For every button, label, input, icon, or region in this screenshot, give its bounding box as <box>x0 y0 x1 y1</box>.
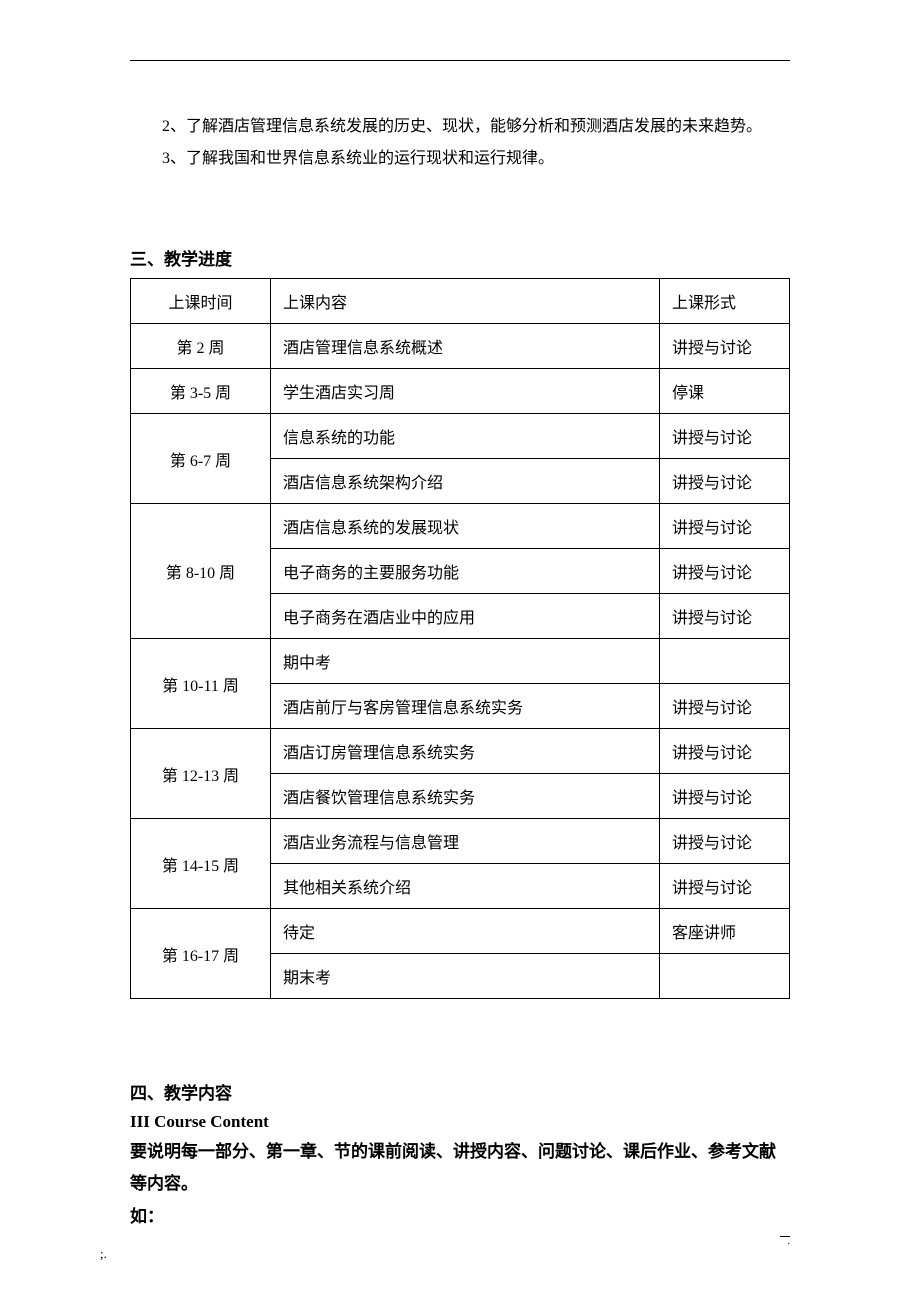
paragraph-3: 3、了解我国和世界信息系统业的运行现状和运行规律。 <box>130 143 790 175</box>
table-row: 第 3-5 周学生酒店实习周停课 <box>131 369 790 414</box>
cell-content: 上课内容 <box>271 279 660 324</box>
cell-time: 上课时间 <box>131 279 271 324</box>
cell-content: 酒店餐饮管理信息系统实务 <box>271 774 660 819</box>
cell-format: 讲授与讨论 <box>660 774 790 819</box>
cell-format <box>660 639 790 684</box>
section-4-heading: 四、教学内容 <box>130 1079 790 1104</box>
cell-time: 第 12-13 周 <box>131 729 271 819</box>
cell-content: 期末考 <box>271 954 660 999</box>
section-4-desc2: 如： <box>130 1201 790 1233</box>
cell-content: 酒店订房管理信息系统实务 <box>271 729 660 774</box>
cell-content: 酒店信息系统的发展现状 <box>271 504 660 549</box>
table-row: 第 6-7 周信息系统的功能讲授与讨论 <box>131 414 790 459</box>
paragraph-2: 2、了解酒店管理信息系统发展的历史、现状，能够分析和预测酒店发展的未来趋势。 <box>130 111 790 143</box>
cell-format: 讲授与讨论 <box>660 549 790 594</box>
cell-time: 第 10-11 周 <box>131 639 271 729</box>
cell-format: 上课形式 <box>660 279 790 324</box>
cell-format: 讲授与讨论 <box>660 594 790 639</box>
cell-content: 酒店管理信息系统概述 <box>271 324 660 369</box>
cell-content: 电子商务在酒店业中的应用 <box>271 594 660 639</box>
cell-content: 其他相关系统介绍 <box>271 864 660 909</box>
cell-format: 讲授与讨论 <box>660 729 790 774</box>
document-page: 2、了解酒店管理信息系统发展的历史、现状，能够分析和预测酒店发展的未来趋势。 3… <box>0 0 920 1302</box>
cell-format: 讲授与讨论 <box>660 684 790 729</box>
cell-content: 待定 <box>271 909 660 954</box>
table-row: 第 12-13 周酒店订房管理信息系统实务讲授与讨论 <box>131 729 790 774</box>
cell-format: 客座讲师 <box>660 909 790 954</box>
cell-time: 第 2 周 <box>131 324 271 369</box>
cell-time: 第 6-7 周 <box>131 414 271 504</box>
table-row: 上课时间上课内容上课形式 <box>131 279 790 324</box>
cell-format: 讲授与讨论 <box>660 414 790 459</box>
cell-content: 期中考 <box>271 639 660 684</box>
cell-content: 信息系统的功能 <box>271 414 660 459</box>
table-row: 第 8-10 周酒店信息系统的发展现状讲授与讨论 <box>131 504 790 549</box>
cell-format: 停课 <box>660 369 790 414</box>
cell-content: 电子商务的主要服务功能 <box>271 549 660 594</box>
cell-format: 讲授与讨论 <box>660 324 790 369</box>
cell-format <box>660 954 790 999</box>
schedule-table: 上课时间上课内容上课形式第 2 周酒店管理信息系统概述讲授与讨论第 3-5 周学… <box>130 278 790 999</box>
cell-time: 第 14-15 周 <box>131 819 271 909</box>
table-row: 第 16-17 周待定客座讲师 <box>131 909 790 954</box>
footer-mark: ;. <box>100 1246 107 1262</box>
cell-content: 酒店前厅与客房管理信息系统实务 <box>271 684 660 729</box>
footer-dot: . <box>788 1236 791 1247</box>
section-3-heading: 三、教学进度 <box>130 245 790 270</box>
cell-format: 讲授与讨论 <box>660 459 790 504</box>
cell-content: 酒店信息系统架构介绍 <box>271 459 660 504</box>
cell-format: 讲授与讨论 <box>660 819 790 864</box>
cell-format: 讲授与讨论 <box>660 504 790 549</box>
section-4-desc1: 要说明每一部分、第一章、节的课前阅读、讲授内容、问题讨论、课后作业、参考文献等内… <box>130 1136 790 1201</box>
table-row: 第 14-15 周酒店业务流程与信息管理讲授与讨论 <box>131 819 790 864</box>
table-row: 第 10-11 周期中考 <box>131 639 790 684</box>
header-line <box>130 60 790 61</box>
cell-content: 学生酒店实习周 <box>271 369 660 414</box>
cell-time: 第 8-10 周 <box>131 504 271 639</box>
cell-time: 第 3-5 周 <box>131 369 271 414</box>
section-4-english: III Course Content <box>130 1112 790 1132</box>
table-row: 第 2 周酒店管理信息系统概述讲授与讨论 <box>131 324 790 369</box>
cell-content: 酒店业务流程与信息管理 <box>271 819 660 864</box>
cell-format: 讲授与讨论 <box>660 864 790 909</box>
cell-time: 第 16-17 周 <box>131 909 271 999</box>
